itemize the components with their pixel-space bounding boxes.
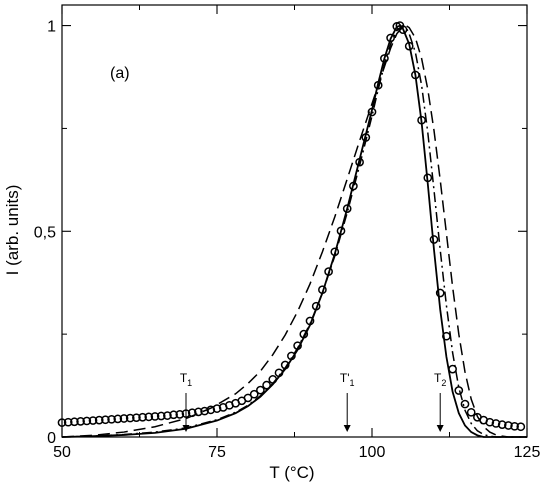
- data-point: [299, 329, 309, 339]
- annotation-arrowhead: [436, 425, 444, 432]
- annotation-label: T'1: [340, 371, 355, 388]
- data-point: [175, 410, 185, 419]
- data-point: [287, 351, 296, 361]
- data-point: [200, 406, 209, 416]
- data-point: [293, 341, 302, 351]
- data-point: [212, 404, 222, 413]
- data-point: [194, 407, 203, 417]
- y-tick-label: 0: [47, 430, 56, 447]
- data-point: [386, 33, 395, 43]
- data-point: [398, 25, 408, 35]
- data-point: [497, 420, 507, 430]
- data-point: [150, 412, 160, 421]
- data-point: [336, 226, 346, 236]
- data-point: [94, 415, 104, 425]
- annotation-label: T2: [434, 371, 446, 388]
- y-axis-label: I (arb. units): [3, 185, 22, 276]
- series-line-dashed: [61, 24, 527, 438]
- data-point: [504, 421, 513, 430]
- data-point: [280, 360, 290, 370]
- data-point: [516, 422, 526, 432]
- data-point: [249, 389, 259, 399]
- data-point: [324, 267, 333, 276]
- data-point: [243, 393, 253, 403]
- annotations: T1 T'1 T2: [180, 371, 446, 432]
- data-point: [268, 375, 278, 384]
- data-point: [138, 412, 147, 422]
- data-point: [417, 115, 426, 125]
- data-point: [349, 181, 358, 191]
- data-point: [156, 411, 166, 421]
- data-point: [429, 235, 439, 244]
- data-point: [76, 417, 85, 426]
- data-point: [448, 364, 457, 374]
- data-point: [361, 133, 371, 142]
- data-point: [355, 157, 364, 167]
- annotation-label: T1: [180, 371, 192, 388]
- data-point: [466, 407, 476, 417]
- data-point: [274, 368, 284, 378]
- data-point: [411, 70, 420, 80]
- data-point: [63, 417, 73, 427]
- data-point: [256, 385, 265, 395]
- data-point: [442, 331, 451, 341]
- data-point: [119, 414, 129, 423]
- series-markers: [57, 21, 526, 432]
- series-line-dash-dot: [61, 24, 527, 438]
- data-point: [510, 421, 519, 431]
- axis-ticks: [61, 5, 528, 438]
- y-tick-label: 0,5: [34, 224, 56, 241]
- data-point: [435, 288, 445, 298]
- annotation-arrowhead: [343, 425, 351, 432]
- data-point: [169, 410, 178, 420]
- data-point: [367, 107, 377, 117]
- data-point: [163, 411, 172, 420]
- series-lines: [61, 24, 527, 438]
- data-point: [262, 380, 271, 390]
- x-tick-label: 125: [514, 444, 541, 461]
- data-point: [57, 418, 67, 427]
- x-tick-label: 75: [208, 444, 226, 461]
- data-point: [318, 285, 327, 295]
- data-point: [132, 413, 141, 423]
- data-point: [460, 399, 470, 409]
- x-axis-label: T (°C): [269, 463, 314, 482]
- x-tick-label: 50: [53, 444, 71, 461]
- data-point: [404, 41, 414, 51]
- data-point: [206, 405, 216, 415]
- data-point: [107, 414, 116, 424]
- data-point: [144, 412, 154, 422]
- data-point: [125, 413, 135, 423]
- annotation-arrowhead: [182, 425, 190, 432]
- data-point: [373, 80, 383, 90]
- data-point: [485, 417, 495, 427]
- data-point: [82, 416, 92, 426]
- plot-frame: [61, 4, 528, 438]
- data-point: [454, 386, 464, 395]
- data-point: [311, 301, 321, 311]
- data-point: [305, 316, 315, 326]
- data-point: [330, 247, 340, 257]
- data-point: [101, 415, 110, 425]
- y-tick-label: 1: [47, 19, 56, 36]
- tick-labels: 50 75 100 125 0 0,5 1: [34, 19, 541, 461]
- x-tick-label: 100: [359, 444, 386, 461]
- data-point: [88, 416, 98, 425]
- data-point: [187, 408, 197, 418]
- data-point: [113, 414, 123, 424]
- data-point: [423, 173, 433, 183]
- data-point: [342, 204, 352, 214]
- panel-label: (a): [110, 65, 130, 82]
- data-point: [380, 54, 389, 63]
- data-point: [70, 417, 79, 427]
- data-point: [491, 419, 501, 428]
